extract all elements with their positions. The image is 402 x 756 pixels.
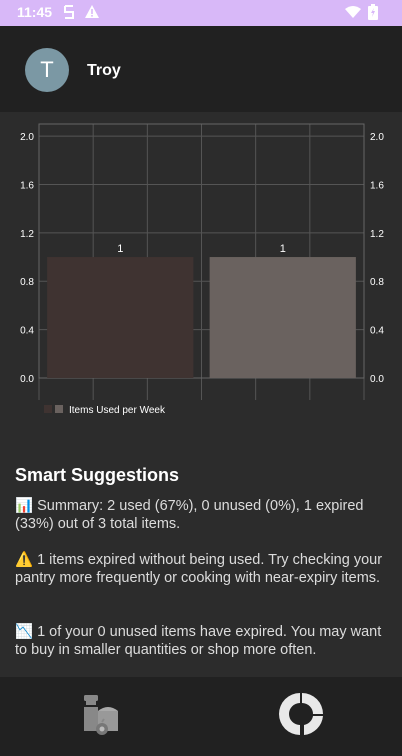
y-tick-label-left: 1.2 xyxy=(20,229,34,240)
y-tick-label-right: 2.0 xyxy=(370,132,384,143)
chart-bar xyxy=(47,257,194,378)
bar-data-label: 1 xyxy=(280,243,286,255)
y-tick-label-right: 0.4 xyxy=(370,326,384,337)
smart-suggestions-section: Smart Suggestions 📊 Summary: 2 used (67%… xyxy=(0,437,402,677)
y-tick-label-left: 2.0 xyxy=(20,132,34,143)
profile-header: T Troy xyxy=(0,26,402,112)
usage-chart-area: 0.0 0.0 0.4 0.4 0.8 0.8 1.2 1.2 1.6 1.6 2.0 2.0 1 1 It… xyxy=(0,112,402,437)
warning-icon xyxy=(84,4,100,25)
downtrend-emoji-icon: 📉 xyxy=(15,624,34,640)
legend-label: Items Used per Week xyxy=(69,405,166,416)
battery-icon xyxy=(368,4,378,25)
y-tick-label-left: 0.4 xyxy=(20,326,34,337)
suggestion-unused-tip: 📉 1 of your 0 unused items have expired.… xyxy=(15,623,390,659)
suggestion-expired-warning: ⚠️ 1 items expired without being used. T… xyxy=(15,551,390,587)
y-tick-label-right: 1.6 xyxy=(370,180,384,191)
nav-statistics[interactable] xyxy=(201,677,402,756)
donut-chart-icon xyxy=(278,691,325,742)
avatar-initial: T xyxy=(40,57,54,82)
y-tick-label-left: 1.6 xyxy=(20,180,34,191)
y-tick-label-left: 0.8 xyxy=(20,277,34,288)
usage-bar-chart: 0.0 0.0 0.4 0.4 0.8 0.8 1.2 1.2 1.6 1.6 2.0 2.0 1 1 It… xyxy=(0,112,402,442)
status-time: 11:45 xyxy=(17,4,53,20)
pantry-groceries-icon xyxy=(78,691,124,742)
wifi-icon xyxy=(345,5,361,24)
chart-bar xyxy=(209,257,356,378)
y-tick-label-right: 1.2 xyxy=(370,229,384,240)
y-tick-label-left: 0.0 xyxy=(20,374,34,385)
bar-data-label: 1 xyxy=(117,243,123,255)
chart-svg: 0.0 0.0 0.4 0.4 0.8 0.8 1.2 1.2 1.6 1.6 2.0 2.0 1 1 It… xyxy=(20,123,384,416)
bar-chart-emoji-icon: 📊 xyxy=(15,498,34,514)
legend-swatch xyxy=(55,405,63,413)
warning-emoji-icon: ⚠️ xyxy=(15,552,34,568)
suggestion-summary: 📊 Summary: 2 used (67%), 0 unused (0%), … xyxy=(15,497,390,533)
suggestion-expired-text: 1 items expired without being used. Try … xyxy=(15,552,383,586)
plot-border xyxy=(38,123,365,379)
legend-swatch xyxy=(44,405,52,413)
avatar[interactable]: T xyxy=(25,48,69,92)
suggestion-summary-text: Summary: 2 used (67%), 0 unused (0%), 1 … xyxy=(15,498,364,532)
status-bar: 11:45 xyxy=(0,0,402,26)
nav-pantry[interactable] xyxy=(0,677,201,756)
smart-suggestions-title: Smart Suggestions xyxy=(15,465,180,485)
user-name: Troy xyxy=(87,62,121,79)
suggestion-unused-text: 1 of your 0 unused items have expired. Y… xyxy=(15,624,382,658)
bottom-navigation xyxy=(0,677,402,756)
y-tick-label-right: 0.8 xyxy=(370,277,384,288)
sim-card-icon xyxy=(62,4,76,25)
y-tick-label-right: 0.0 xyxy=(370,374,384,385)
